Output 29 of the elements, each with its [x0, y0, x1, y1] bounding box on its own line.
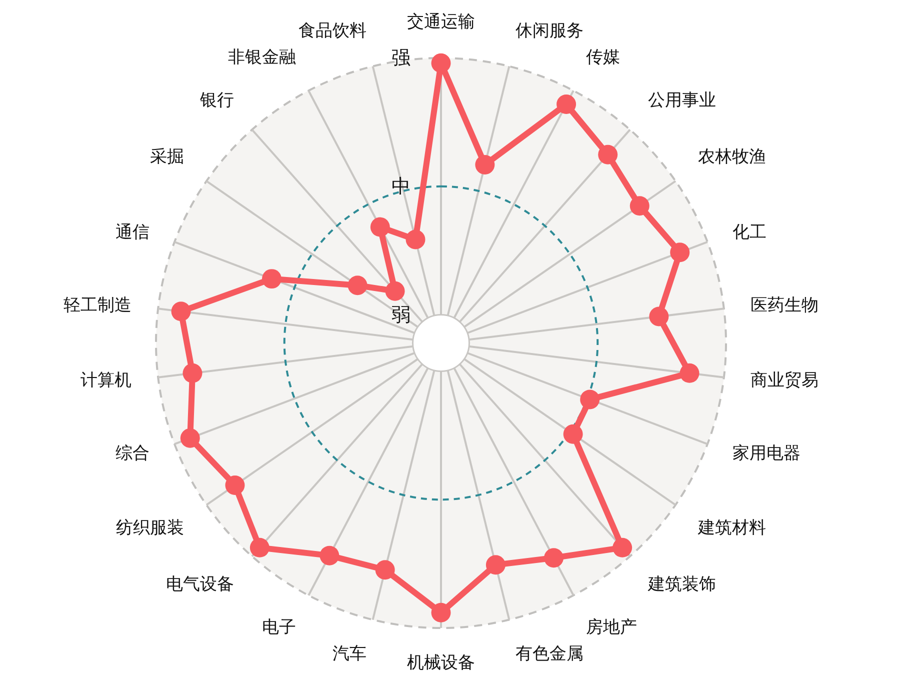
spoke-label: 商业贸易	[750, 370, 819, 391]
spoke-label: 计算机	[80, 370, 132, 391]
spoke-label: 房地产	[586, 617, 637, 638]
spoke-label: 电子	[262, 617, 296, 638]
spoke-label: 传媒	[586, 48, 620, 68]
spoke-label: 电气设备	[166, 574, 234, 595]
y-tick-label: 强	[392, 47, 410, 69]
spoke-label: 农林牧渔	[698, 146, 766, 167]
spoke-label: 休闲服务	[516, 21, 584, 42]
spoke-label: 建筑材料	[696, 518, 766, 538]
spoke-label: 交通运输	[407, 12, 475, 32]
spoke-label: 采掘	[150, 146, 184, 167]
spoke-label: 汽车	[332, 644, 366, 664]
spoke-label: 化工	[732, 222, 767, 242]
spoke-label: 公用事业	[648, 90, 716, 110]
spoke-label: 非银金融	[228, 48, 296, 68]
spoke-label: 有色金属	[516, 644, 584, 664]
spoke-label: 纺织服装	[116, 518, 184, 538]
spoke-label: 银行	[199, 90, 234, 110]
spoke-label: 家用电器	[732, 444, 801, 464]
spoke-label: 综合	[115, 444, 150, 464]
spoke-label: 通信	[115, 222, 150, 242]
y-tick-label: 弱	[392, 304, 410, 326]
y-tick-label: 中	[392, 175, 410, 198]
spoke-label: 医药生物	[750, 295, 819, 316]
spoke-label: 轻工制造	[63, 295, 132, 316]
spoke-label: 建筑装饰	[646, 574, 716, 595]
spoke-label: 食品饮料	[298, 21, 366, 42]
spoke-label: 机械设备	[407, 653, 475, 673]
